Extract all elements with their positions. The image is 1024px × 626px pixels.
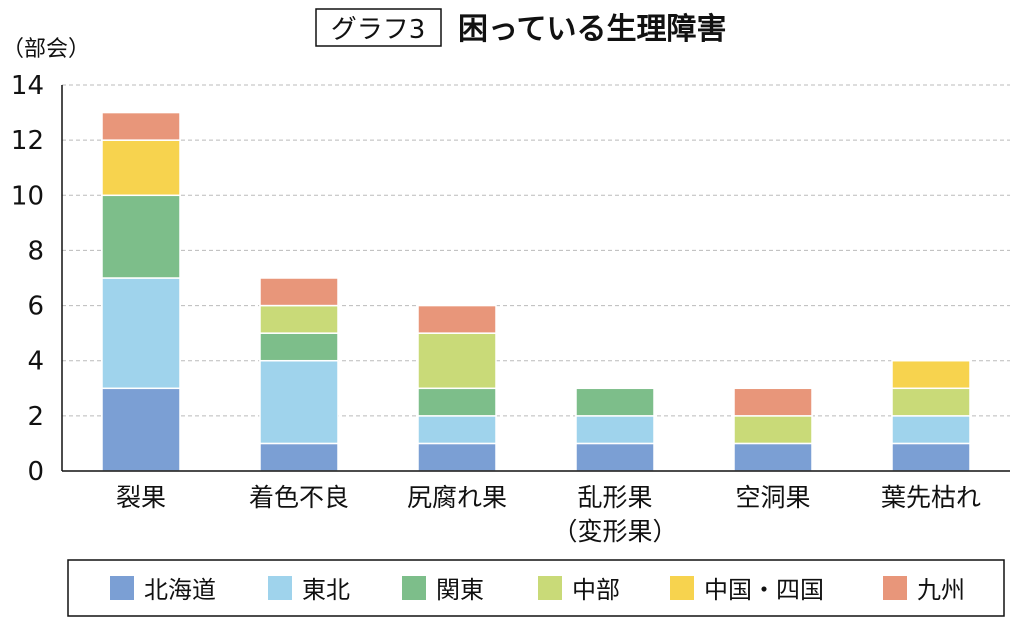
x-tick-label: 着色不良	[249, 483, 349, 512]
y-tick-label: 14	[11, 71, 44, 101]
bar-segment-北海道	[575, 442, 655, 472]
chart-title: 困っている生理障害	[458, 12, 727, 47]
legend-label: 中部	[572, 576, 620, 604]
legend-swatch	[670, 576, 694, 600]
bar-segment-北海道	[733, 442, 813, 472]
y-tick-label: 2	[27, 402, 44, 432]
title-badge: グラフ3	[331, 15, 426, 45]
bar-segment-東北	[417, 415, 497, 445]
y-tick-label: 4	[27, 347, 44, 377]
title-badge-box	[315, 8, 442, 47]
bar-segment-関東	[417, 387, 497, 417]
bar-segment-関東	[259, 332, 339, 362]
bar-segment-関東	[101, 194, 181, 279]
bar-segment-北海道	[101, 387, 181, 472]
bar-segment-関東	[575, 387, 655, 417]
legend-label: 関東	[436, 576, 484, 604]
y-axis-label: （部会）	[2, 37, 90, 62]
x-tick-label: 裂果	[116, 483, 166, 512]
legend-swatch	[402, 576, 426, 600]
y-tick-label: 8	[27, 236, 44, 266]
bar-segment-中国・四国	[101, 139, 181, 197]
bar-segment-東北	[891, 415, 971, 445]
legend-swatch	[883, 576, 907, 600]
x-tick-label: 葉先枯れ	[881, 483, 981, 512]
x-tick-label: 乱形果	[577, 483, 652, 512]
bar-segment-東北	[259, 359, 339, 445]
legend-swatch	[268, 576, 292, 600]
legend-label: 北海道	[144, 576, 216, 604]
legend-box	[67, 559, 1005, 617]
legend-label: 中国・四国	[704, 576, 824, 604]
legend-label: 九州	[917, 576, 965, 604]
bar-segment-北海道	[259, 442, 339, 472]
legend: 北海道 東北 関東 中部 中国・四国 九州	[110, 576, 965, 604]
bar-segment-東北	[575, 415, 655, 445]
y-tick-label: 10	[11, 181, 44, 211]
y-tick-label: 0	[27, 457, 44, 487]
bar-segment-北海道	[417, 442, 497, 472]
bar-segment-東北	[101, 277, 181, 390]
x-tick-label: 尻腐れ果	[407, 483, 507, 512]
bar-segment-中国・四国	[891, 359, 971, 390]
legend-label: 東北	[302, 576, 350, 604]
bar-segment-中部	[417, 332, 497, 390]
bar-segment-九州	[101, 111, 181, 141]
bar-segment-中部	[259, 304, 339, 334]
bar-segment-中部	[891, 387, 971, 417]
x-tick-label: （変形果）	[552, 517, 677, 546]
bar-segment-九州	[259, 277, 339, 307]
y-tick-label: 6	[27, 292, 44, 322]
legend-swatch	[538, 576, 562, 600]
bar-segment-北海道	[891, 442, 971, 472]
bar-segment-九州	[417, 304, 497, 334]
legend-swatch	[110, 576, 134, 600]
bar-segment-中部	[733, 415, 813, 445]
bar-segment-九州	[733, 387, 813, 417]
y-tick-label: 12	[11, 126, 44, 156]
x-tick-label: 空洞果	[735, 483, 810, 512]
